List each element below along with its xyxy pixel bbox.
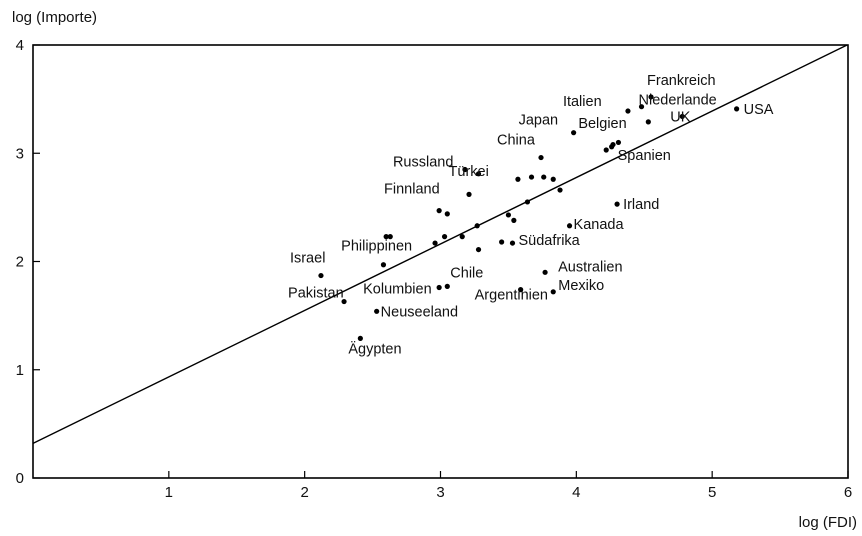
data-point [511,217,517,223]
data-point [444,211,450,217]
x-axis-title: log (FDI) [799,514,857,531]
point-label: Israel [290,251,325,267]
x-axis-ticks: 1 2 3 4 5 6 [165,471,852,501]
point-label: Argentinien [475,288,548,304]
point-label: Pakistan [288,286,344,302]
x-tick-label: 5 [708,484,716,501]
point-label: Spanien [618,148,671,164]
y-tick-label: 2 [16,254,24,271]
data-point [474,223,480,229]
regression-line [32,44,848,444]
data-point [441,234,448,240]
y-axis-title: log (Importe) [12,9,97,26]
data-point [318,272,324,279]
point-label: Philippinen [341,239,412,255]
x-tick-label: 1 [165,484,173,501]
data-point [387,234,393,240]
data-point [734,106,740,112]
data-point [436,284,442,291]
regression-line-group [32,44,848,444]
point-label: China [497,133,536,149]
point-label: Japan [519,113,559,129]
data-point [499,239,505,245]
data-point [538,154,544,161]
data-point [648,94,654,100]
x-tick-label: 3 [436,484,444,501]
point-label: Irland [623,197,659,213]
x-tick-label: 6 [844,484,852,501]
data-point [357,335,363,341]
data-point [615,139,622,146]
data-point [432,240,438,246]
data-point [341,298,347,305]
data-point [380,262,387,268]
data-point [505,212,512,218]
data-point [550,289,556,295]
data-point [466,191,472,197]
plot-frame [32,44,849,479]
y-tick-label: 4 [16,37,24,54]
point-label: USA [744,102,774,118]
point-label: UK [670,109,690,125]
data-point [444,283,450,289]
data-point [557,187,563,193]
data-point [645,119,651,125]
data-point [625,108,631,114]
point-label: Kanada [574,217,625,233]
point-label: Frankreich [647,73,716,89]
data-point [462,166,468,173]
point-label: Australien [558,259,622,275]
data-point [528,174,535,180]
data-point [459,234,465,240]
data-point [679,113,685,120]
point-label: Italien [563,94,602,110]
data-point [541,174,547,180]
point-label: Neuseeland [381,304,458,320]
data-point [509,240,516,246]
x-tick-label: 2 [300,484,308,501]
data-point [542,269,548,275]
y-tick-label: 3 [16,145,24,162]
data-point [475,246,482,253]
point-label: Kolumbien [363,281,432,297]
data-point [566,223,573,229]
data-points: Frankreich Niederlande Italien USA UK Belgien… [288,73,774,357]
x-tick-label: 4 [572,484,580,501]
point-label: Türkei [449,164,489,180]
point-label: Finnland [384,181,440,197]
data-point [518,287,524,293]
data-point [383,234,389,240]
y-axis-ticks: 0 1 2 3 4 [16,37,40,487]
data-point [524,199,531,205]
data-point [614,201,620,207]
point-label: Südafrika [518,233,580,249]
data-point [515,176,521,182]
point-label: Mexiko [558,278,604,294]
data-point [603,147,609,153]
data-point [475,171,482,177]
data-point [374,308,380,314]
point-label: Niederlande [639,93,717,109]
data-point [571,130,577,136]
point-label: Ägypten [348,340,401,357]
point-label: Belgien [578,116,626,132]
data-point [638,104,645,110]
point-label: Russland [393,154,453,170]
data-point [550,176,556,182]
data-point [436,208,442,214]
y-tick-label: 1 [16,362,24,379]
data-point [610,141,616,148]
point-label: Chile [450,265,483,281]
y-tick-label: 0 [16,470,24,487]
